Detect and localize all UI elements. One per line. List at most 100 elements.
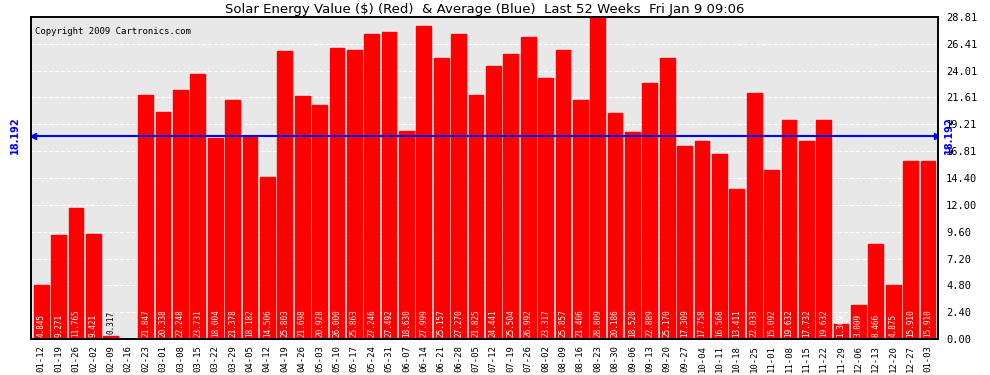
Text: 23.317: 23.317 (541, 310, 550, 338)
Bar (399, 131, 414, 339)
Bar (851, 306, 866, 339)
Bar (486, 66, 501, 339)
Bar (781, 120, 796, 339)
Text: 14.506: 14.506 (263, 310, 272, 338)
Bar (643, 83, 657, 339)
Text: 11.765: 11.765 (71, 310, 80, 338)
Text: 0.317: 0.317 (106, 311, 116, 334)
Text: 27.492: 27.492 (384, 310, 394, 338)
Bar (730, 189, 744, 339)
Text: 4.875: 4.875 (889, 314, 898, 338)
Text: 9.421: 9.421 (89, 314, 98, 338)
Text: 25.857: 25.857 (558, 310, 567, 338)
Text: 26.992: 26.992 (524, 310, 533, 338)
Bar (382, 32, 396, 339)
Text: 24.441: 24.441 (489, 310, 498, 338)
Bar (799, 141, 814, 339)
Text: 21.406: 21.406 (576, 310, 585, 338)
Text: 18.630: 18.630 (402, 310, 411, 338)
Bar (695, 141, 710, 339)
Text: 18.192: 18.192 (10, 117, 20, 154)
Bar (155, 112, 170, 339)
Bar (417, 26, 432, 339)
Bar (817, 120, 831, 339)
Bar (346, 50, 361, 339)
Bar (364, 34, 379, 339)
Bar (659, 58, 674, 339)
Bar (868, 244, 883, 339)
Bar (434, 58, 448, 339)
Bar (208, 138, 223, 339)
Text: 28.809: 28.809 (593, 310, 602, 338)
Text: 17.732: 17.732 (802, 310, 811, 338)
Bar (834, 324, 848, 339)
Text: 8.466: 8.466 (871, 314, 880, 338)
Text: 27.270: 27.270 (454, 310, 463, 338)
Text: 25.170: 25.170 (662, 310, 672, 338)
Text: 1.369: 1.369 (837, 314, 845, 338)
Text: 21.847: 21.847 (142, 310, 150, 338)
Bar (539, 78, 552, 339)
Text: 17.309: 17.309 (680, 310, 689, 338)
Bar (608, 113, 623, 339)
Bar (521, 37, 536, 339)
Bar (677, 146, 692, 339)
Bar (312, 105, 327, 339)
Bar (104, 336, 118, 339)
Text: 13.411: 13.411 (733, 310, 742, 338)
Bar (590, 17, 605, 339)
Text: 27.999: 27.999 (420, 310, 429, 338)
Text: 21.698: 21.698 (298, 310, 307, 338)
Text: 25.803: 25.803 (280, 310, 289, 338)
Text: 17.758: 17.758 (698, 310, 707, 338)
Text: 20.186: 20.186 (611, 310, 620, 338)
Text: 15.092: 15.092 (767, 310, 776, 338)
Bar (86, 234, 101, 339)
Text: 26.000: 26.000 (333, 310, 342, 338)
Text: 22.248: 22.248 (176, 310, 185, 338)
Bar (330, 48, 345, 339)
Bar (921, 161, 936, 339)
Text: 15.910: 15.910 (924, 310, 933, 338)
Bar (903, 161, 918, 339)
Text: 19.632: 19.632 (784, 310, 793, 338)
Bar (260, 177, 275, 339)
Bar (573, 100, 588, 339)
Text: Copyright 2009 Cartronics.com: Copyright 2009 Cartronics.com (36, 27, 191, 36)
Bar (295, 96, 310, 339)
Text: 20.928: 20.928 (315, 310, 324, 338)
Text: 22.033: 22.033 (749, 310, 758, 338)
Text: 18.004: 18.004 (211, 310, 220, 338)
Bar (746, 93, 761, 339)
Text: 22.889: 22.889 (645, 310, 654, 338)
Text: 9.271: 9.271 (54, 314, 63, 338)
Bar (68, 207, 83, 339)
Bar (451, 34, 466, 339)
Text: 18.192: 18.192 (943, 117, 953, 154)
Bar (225, 100, 240, 339)
Bar (51, 236, 66, 339)
Bar (503, 54, 518, 339)
Text: 4.845: 4.845 (37, 314, 46, 338)
Text: 16.568: 16.568 (715, 310, 724, 338)
Bar (468, 95, 483, 339)
Title: Solar Energy Value ($) (Red)  & Average (Blue)  Last 52 Weeks  Fri Jan 9 09:06: Solar Energy Value ($) (Red) & Average (… (225, 3, 744, 16)
Text: 27.246: 27.246 (367, 310, 376, 338)
Text: 18.182: 18.182 (246, 310, 254, 338)
Text: 21.825: 21.825 (471, 310, 480, 338)
Text: 23.731: 23.731 (193, 310, 202, 338)
Text: 18.520: 18.520 (628, 310, 637, 338)
Bar (625, 132, 640, 339)
Text: 3.009: 3.009 (854, 314, 863, 338)
Bar (555, 50, 570, 339)
Bar (139, 95, 153, 339)
Bar (277, 51, 292, 339)
Bar (173, 90, 188, 339)
Bar (34, 285, 49, 339)
Text: 20.338: 20.338 (158, 310, 167, 338)
Bar (886, 285, 901, 339)
Text: 25.504: 25.504 (506, 310, 515, 338)
Text: 15.910: 15.910 (906, 310, 915, 338)
Bar (712, 154, 727, 339)
Text: 25.157: 25.157 (437, 310, 446, 338)
